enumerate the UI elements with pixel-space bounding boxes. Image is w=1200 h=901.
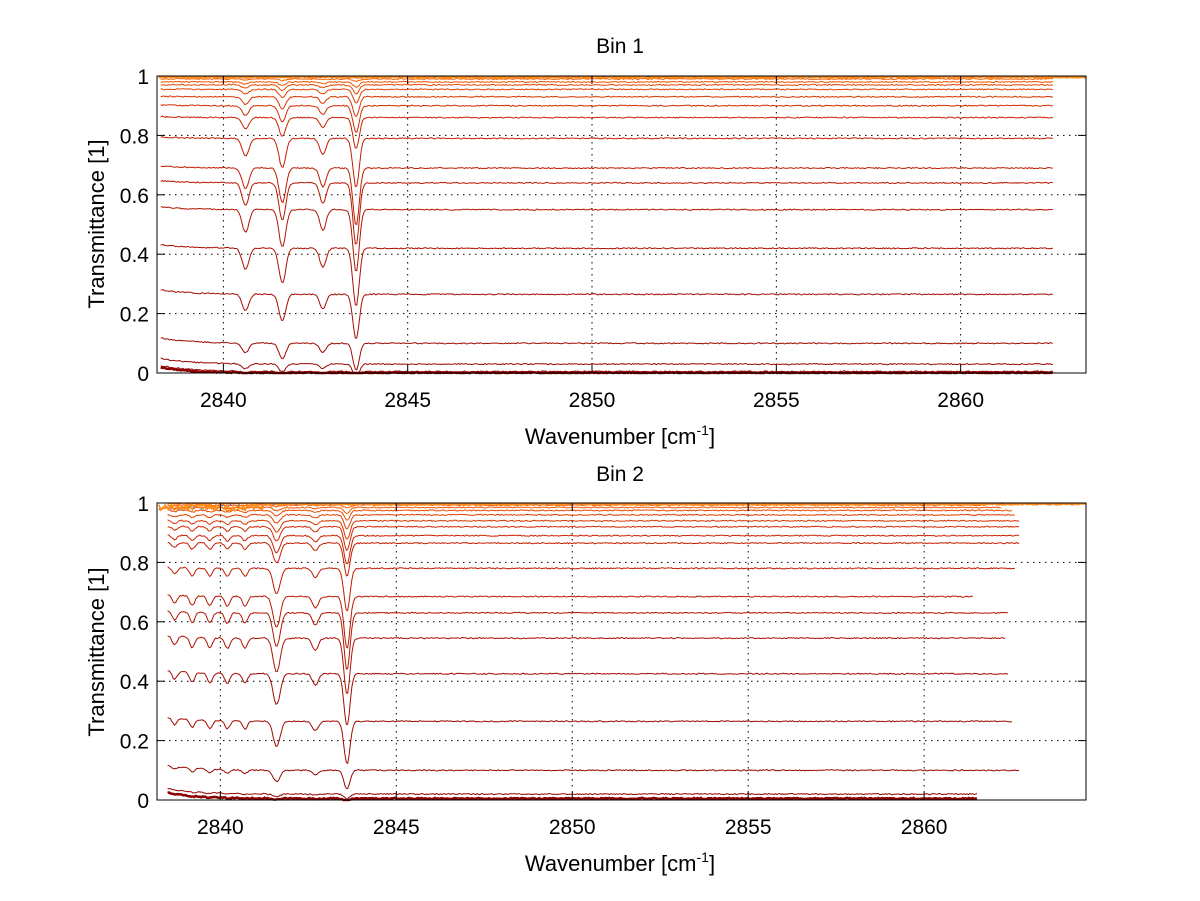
series-line xyxy=(158,75,1086,80)
series-line xyxy=(160,365,1053,374)
series-line xyxy=(160,357,1053,374)
x-axis-label: Wavenumber [cm-1] xyxy=(525,422,715,449)
series-line xyxy=(160,95,1054,117)
series-line xyxy=(167,509,1013,521)
x-axis-label-main: Wavenumber [cm xyxy=(525,424,697,449)
gridlines xyxy=(157,75,1086,374)
y-tick-label: 0.6 xyxy=(120,185,149,208)
chart-title: Bin 2 xyxy=(596,463,644,486)
y-tick-label: 0 xyxy=(137,790,149,813)
x-tick-label: 2845 xyxy=(373,816,420,839)
y-tick-label: 0.8 xyxy=(120,125,149,148)
series-line xyxy=(160,165,1053,226)
series-line xyxy=(167,594,973,649)
chart-title: Bin 1 xyxy=(596,35,644,58)
chart-panel-bin-2: Bin 2 2840 2845 2850 2855 2860 0 0.2 0.4 0.6 0.8 1… xyxy=(84,463,1087,876)
y-tick-label: 0 xyxy=(137,363,149,386)
series-line xyxy=(160,83,1053,95)
y-axis-label: Transmittance [1] xyxy=(84,139,109,308)
x-tick-label: 2860 xyxy=(937,389,984,412)
series-line xyxy=(160,77,1053,83)
x-tick-label: 2850 xyxy=(549,816,596,839)
series-line xyxy=(167,765,1020,790)
y-tick-label: 0.8 xyxy=(120,552,149,575)
x-tick-label: 2840 xyxy=(200,389,247,412)
series-line xyxy=(167,610,1008,670)
series-line xyxy=(160,104,1053,133)
plot-frame xyxy=(156,75,1087,374)
plot-frame xyxy=(156,502,1087,801)
series-line xyxy=(160,80,1053,88)
series-line xyxy=(167,670,1009,725)
data-series xyxy=(158,502,1086,802)
x-tick-label: 2860 xyxy=(901,816,948,839)
series-line xyxy=(167,541,1020,577)
series-line xyxy=(158,502,1086,513)
y-tick-label: 0.4 xyxy=(120,671,150,694)
series-line xyxy=(167,513,1015,530)
series-line xyxy=(167,566,1016,611)
series-line xyxy=(160,289,1054,339)
y-tick-label: 1 xyxy=(137,493,149,516)
series-line xyxy=(160,337,1053,371)
x-axis-label: Wavenumber [cm-1] xyxy=(525,849,715,876)
series-line xyxy=(160,179,1053,245)
y-axis-label: Transmittance [1] xyxy=(84,567,109,736)
y-tick-label: 1 xyxy=(137,66,149,89)
series-line xyxy=(167,717,1013,765)
x-axis-label-close: ] xyxy=(709,851,715,876)
x-axis-label-close: ] xyxy=(709,424,715,449)
data-series xyxy=(158,75,1086,375)
x-tick-label: 2855 xyxy=(725,816,772,839)
y-tick-label: 0.6 xyxy=(120,612,149,635)
y-tick-label: 0.2 xyxy=(120,304,149,327)
series-line xyxy=(167,506,1001,514)
axis-ticks: 2840 2845 2850 2855 2860 0 0.2 0.4 0.6 0.8 1 xyxy=(120,66,1086,412)
series-line xyxy=(167,525,1020,552)
x-tick-label: 2855 xyxy=(753,389,800,412)
x-tick-label: 2850 xyxy=(569,389,616,412)
series-line xyxy=(167,635,1006,694)
x-axis-label-main: Wavenumber [cm xyxy=(525,851,697,876)
x-tick-label: 2840 xyxy=(197,816,244,839)
y-tick-label: 0.2 xyxy=(120,731,149,754)
series-line xyxy=(160,206,1053,272)
series-line xyxy=(160,88,1054,104)
series-line xyxy=(160,244,1054,306)
series-line xyxy=(167,519,1020,540)
y-tick-label: 0.4 xyxy=(120,244,150,267)
series-line xyxy=(160,136,1053,188)
series-line xyxy=(160,115,1054,149)
axis-ticks: 2840 2845 2850 2855 2860 0 0.2 0.4 0.6 0.8 1 xyxy=(120,493,1086,839)
x-axis-label-superscript: -1 xyxy=(697,849,710,865)
series-line xyxy=(167,534,1020,565)
x-tick-label: 2845 xyxy=(384,389,431,412)
gridlines xyxy=(157,502,1086,801)
x-axis-label-superscript: -1 xyxy=(697,422,710,438)
chart-panel-bin-1: Bin 1 2840 2845 2850 2855 2860 0 0.2 0.4 0.6 0.8 1… xyxy=(84,35,1087,449)
